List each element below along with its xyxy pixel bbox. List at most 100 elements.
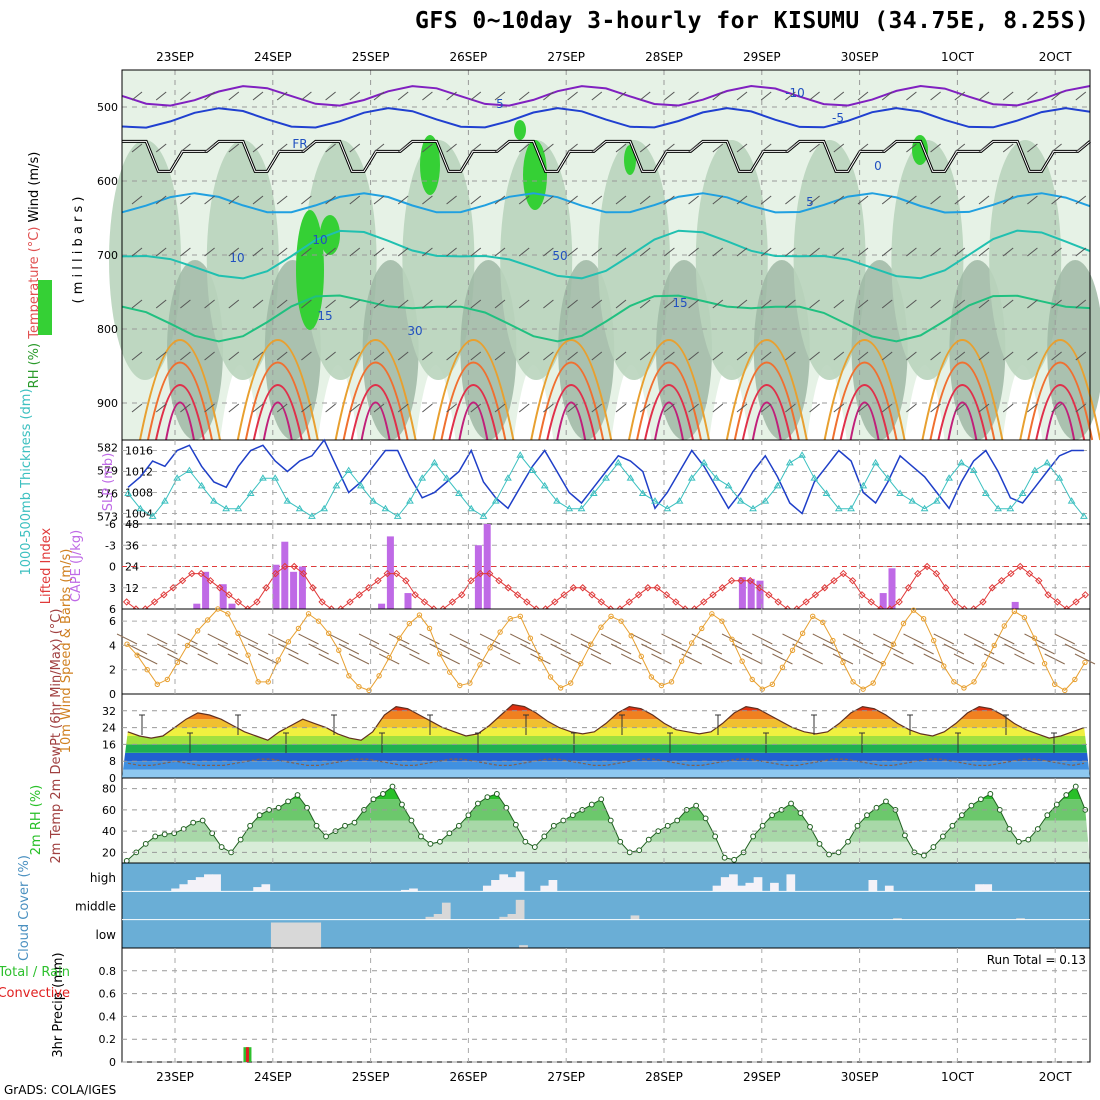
wind-barb (422, 195, 433, 205)
wind-speed-point (154, 681, 160, 687)
wind-barb (760, 247, 772, 257)
wind-barb (688, 91, 699, 101)
wind-speed-point (749, 676, 755, 683)
li-point (625, 598, 633, 606)
rh-point (304, 804, 310, 811)
li-point (988, 584, 996, 592)
y-tick-label: 600 (97, 175, 118, 188)
thickness-point (859, 481, 868, 489)
wind-barb (494, 195, 506, 205)
wind-barb (373, 195, 385, 205)
y-tick-label: 0.2 (99, 1033, 117, 1046)
wind-barb (1002, 299, 1014, 309)
temp-band (122, 727, 1090, 736)
wind-barb (1002, 351, 1014, 361)
thickness-point (197, 481, 206, 489)
wind-barb (328, 633, 350, 645)
wind-barb (591, 195, 603, 205)
li-point (746, 576, 754, 585)
wind-barb (494, 403, 506, 413)
thickness-point (308, 512, 316, 519)
wind-barb (782, 633, 803, 645)
wind-barb (373, 247, 385, 257)
y-tick-label: 576 (97, 487, 118, 500)
thickness-point (724, 481, 733, 489)
wind-barb (930, 195, 941, 205)
wind-barb (276, 351, 288, 361)
wind-barb (930, 299, 941, 309)
wind-speed-point (1072, 676, 1078, 683)
wind-barb (978, 351, 990, 361)
wind-barb (349, 143, 361, 153)
footer-credit: GrADS: COLA/IGES (4, 1083, 117, 1097)
wind-barb (591, 91, 603, 101)
cloud-level-label: high (90, 871, 116, 885)
cloud-bar (712, 885, 722, 892)
wind-barb (422, 143, 433, 153)
wind-speed-point (124, 641, 130, 647)
wind-speed-point (406, 620, 413, 627)
thickness-point (185, 466, 194, 474)
wind-speed-point (658, 682, 665, 689)
wind-barb (833, 195, 845, 205)
thickness-point (638, 489, 647, 496)
wind-barb (325, 91, 336, 101)
wind-speed-point (235, 630, 241, 636)
cloud-bar (770, 882, 779, 892)
wind-barb (204, 351, 215, 361)
rh-point (949, 822, 956, 829)
li-point (774, 598, 782, 606)
wind-barb (325, 195, 336, 205)
isotherm-surface (628, 339, 710, 441)
li-point (634, 591, 643, 599)
contour-label: 15 (317, 309, 332, 323)
wind-barb (543, 247, 554, 257)
li-point (588, 591, 596, 599)
wind-barb (906, 403, 917, 413)
rh-point (351, 819, 358, 826)
wind-barb (276, 247, 288, 257)
wind-barb (373, 143, 385, 153)
li-point (923, 562, 931, 571)
y-axis-label: RH (%) Temperature (°C) Wind (m/s) (27, 152, 42, 389)
cape-bar (272, 564, 280, 609)
x-tick-label: 28SEP (645, 50, 683, 64)
x-tick-label: 27SEP (547, 50, 585, 64)
wind-barb (591, 247, 603, 257)
thickness-point (920, 504, 929, 512)
wind-barb (494, 91, 506, 101)
wind-barb (639, 403, 651, 413)
wind-speed-point (830, 637, 836, 644)
y-tick-label: 0 (109, 1056, 116, 1069)
wind-barb (301, 143, 312, 153)
contour-label: 50 (552, 249, 567, 263)
li-point (672, 598, 680, 606)
wind-speed-point (961, 685, 967, 691)
y-axis-label: Cloud Cover (%) (17, 855, 32, 961)
cape-bar (219, 584, 227, 609)
thickness-point (271, 474, 280, 481)
y-tick-label: -3 (105, 539, 116, 552)
thickness-point (1018, 489, 1027, 496)
wind-barb (711, 653, 733, 665)
wind-barb (397, 143, 409, 153)
wind-barb (469, 653, 491, 665)
wind-barb (446, 195, 457, 205)
wind-barb (373, 351, 385, 361)
wind-barb (983, 653, 1005, 665)
wind-barb (567, 195, 578, 205)
li-point (997, 576, 1006, 585)
thickness-point (295, 504, 304, 512)
thickness-point (749, 504, 757, 512)
isotherm-surface (360, 401, 391, 441)
li-point (662, 591, 671, 599)
wind-barb (591, 351, 603, 361)
thickness-point (577, 504, 586, 512)
cloud-bar (630, 915, 640, 920)
thickness-point (736, 497, 745, 504)
cape-bar (281, 541, 289, 609)
wind-barb (228, 195, 240, 205)
wind-barb (459, 643, 481, 655)
contour-label: 15 (672, 296, 687, 310)
li-point (485, 569, 494, 578)
